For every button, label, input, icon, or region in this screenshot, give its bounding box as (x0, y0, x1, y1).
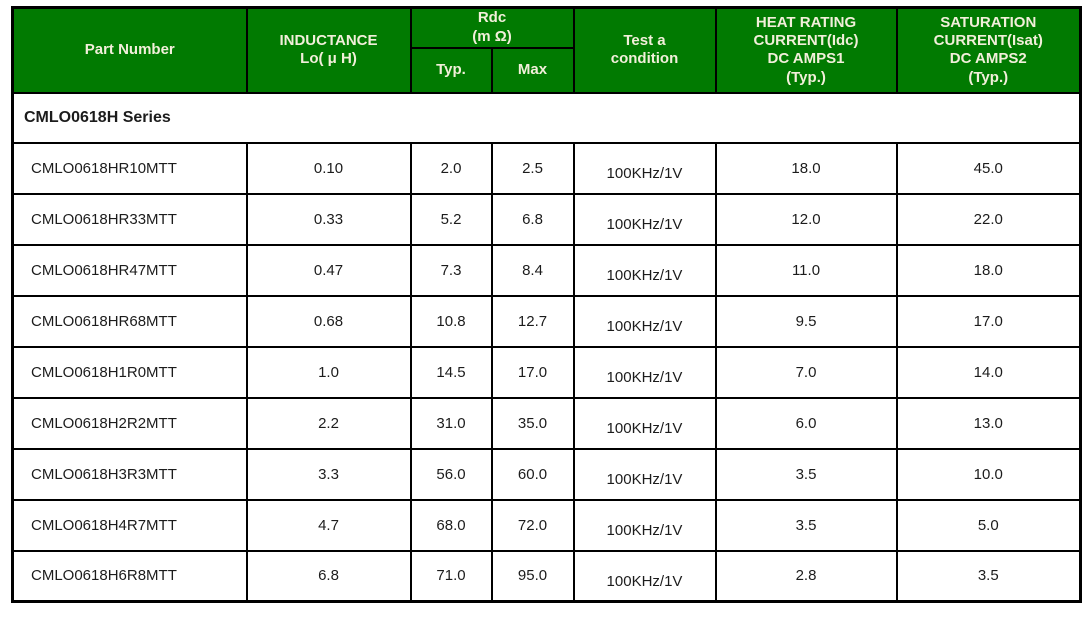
inductance-cell: 3.3 (245, 447, 412, 501)
table-row: CMLO0618H4R7MTT 4.7 68.0 72.0 100KHz/1V … (11, 498, 1082, 552)
test-condition-cell: 100KHz/1V (572, 447, 717, 501)
inductance-cell: 4.7 (245, 498, 412, 552)
inductance-cell: 0.10 (245, 141, 412, 195)
heat-rating-cell: 12.0 (714, 192, 898, 246)
col-header-part-number: Part Number (11, 6, 248, 94)
saturation-cell: 22.0 (895, 192, 1082, 246)
col-header-saturation-current: SATURATION CURRENT(Isat) DC AMPS2 (Typ.) (895, 6, 1082, 94)
saturation-cell: 5.0 (895, 498, 1082, 552)
part-number-cell: CMLO0618H6R8MTT (11, 549, 248, 603)
heat-rating-cell: 9.5 (714, 294, 898, 348)
col-header-rdc-group: Rdc (m Ω) (409, 6, 575, 49)
test-condition-cell: 100KHz/1V (572, 549, 717, 603)
col-header-rdc-typ: Typ. (409, 46, 493, 94)
part-number-cell: CMLO0618H3R3MTT (11, 447, 248, 501)
rdc-typ-cell: 14.5 (409, 345, 493, 399)
part-number-cell: CMLO0618HR47MTT (11, 243, 248, 297)
inductance-cell: 0.68 (245, 294, 412, 348)
saturation-cell: 14.0 (895, 345, 1082, 399)
saturation-cell: 3.5 (895, 549, 1082, 603)
test-condition-cell: 100KHz/1V (572, 294, 717, 348)
col-header-inductance: INDUCTANCE Lo( μ H) (245, 6, 412, 94)
test-condition-cell: 100KHz/1V (572, 498, 717, 552)
test-condition-cell: 100KHz/1V (572, 243, 717, 297)
table-row: CMLO0618HR10MTT 0.10 2.0 2.5 100KHz/1V 1… (11, 141, 1082, 195)
saturation-cell: 45.0 (895, 141, 1082, 195)
rdc-max-cell: 72.0 (490, 498, 575, 552)
saturation-cell: 17.0 (895, 294, 1082, 348)
heat-rating-cell: 2.8 (714, 549, 898, 603)
rdc-max-cell: 12.7 (490, 294, 575, 348)
part-number-cell: CMLO0618HR68MTT (11, 294, 248, 348)
part-number-cell: CMLO0618H2R2MTT (11, 396, 248, 450)
rdc-max-cell: 35.0 (490, 396, 575, 450)
rdc-typ-cell: 7.3 (409, 243, 493, 297)
rdc-max-cell: 17.0 (490, 345, 575, 399)
col-header-rdc-max: Max (490, 46, 575, 94)
rdc-typ-cell: 56.0 (409, 447, 493, 501)
saturation-cell: 10.0 (895, 447, 1082, 501)
table-row: CMLO0618HR47MTT 0.47 7.3 8.4 100KHz/1V 1… (11, 243, 1082, 297)
table-row: CMLO0618HR68MTT 0.68 10.8 12.7 100KHz/1V… (11, 294, 1082, 348)
spec-table: Part Number INDUCTANCE Lo( μ H) Rdc (m Ω… (11, 6, 1082, 603)
test-condition-cell: 100KHz/1V (572, 396, 717, 450)
series-header-row: CMLO0618H Series (12, 91, 1081, 144)
inductance-cell: 0.33 (245, 192, 412, 246)
heat-rating-cell: 11.0 (714, 243, 898, 297)
rdc-max-cell: 8.4 (490, 243, 575, 297)
table-row: CMLO0618HR33MTT 0.33 5.2 6.8 100KHz/1V 1… (11, 192, 1082, 246)
table-header: Part Number INDUCTANCE Lo( μ H) Rdc (m Ω… (11, 6, 1082, 94)
table-body: CMLO0618H Series CMLO0618HR10MTT 0.10 2.… (11, 91, 1082, 603)
rdc-typ-cell: 71.0 (409, 549, 493, 603)
part-number-cell: CMLO0618H1R0MTT (11, 345, 248, 399)
rdc-max-cell: 2.5 (490, 141, 575, 195)
heat-rating-cell: 6.0 (714, 396, 898, 450)
header-row-sub: Typ. Max (13, 46, 1081, 94)
rdc-typ-cell: 5.2 (409, 192, 493, 246)
heat-rating-cell: 3.5 (714, 498, 898, 552)
series-label: CMLO0618H Series (12, 91, 1081, 144)
inductance-cell: 0.47 (245, 243, 412, 297)
rdc-typ-cell: 2.0 (409, 141, 493, 195)
part-number-cell: CMLO0618HR33MTT (11, 192, 248, 246)
col-header-test-condition: Test a condition (572, 6, 717, 94)
part-number-cell: CMLO0618HR10MTT (11, 141, 248, 195)
table-row: CMLO0618H1R0MTT 1.0 14.5 17.0 100KHz/1V … (11, 345, 1082, 399)
rdc-typ-cell: 68.0 (409, 498, 493, 552)
heat-rating-cell: 3.5 (714, 447, 898, 501)
rdc-typ-cell: 31.0 (409, 396, 493, 450)
rdc-max-cell: 60.0 (490, 447, 575, 501)
saturation-cell: 18.0 (895, 243, 1082, 297)
rdc-max-cell: 6.8 (490, 192, 575, 246)
table-row: CMLO0618H6R8MTT 6.8 71.0 95.0 100KHz/1V … (11, 549, 1082, 603)
table-row: CMLO0618H3R3MTT 3.3 56.0 60.0 100KHz/1V … (11, 447, 1082, 501)
inductance-cell: 6.8 (245, 549, 412, 603)
rdc-typ-cell: 10.8 (409, 294, 493, 348)
inductance-cell: 1.0 (245, 345, 412, 399)
test-condition-cell: 100KHz/1V (572, 192, 717, 246)
rdc-max-cell: 95.0 (490, 549, 575, 603)
test-condition-cell: 100KHz/1V (572, 345, 717, 399)
part-number-cell: CMLO0618H4R7MTT (11, 498, 248, 552)
heat-rating-cell: 18.0 (714, 141, 898, 195)
test-condition-cell: 100KHz/1V (572, 141, 717, 195)
col-header-heat-rating-current: HEAT RATING CURRENT(Idc) DC AMPS1 (Typ.) (714, 6, 898, 94)
header-row-group: Part Number INDUCTANCE Lo( μ H) Rdc (m Ω… (11, 6, 1082, 94)
table-row: CMLO0618H2R2MTT 2.2 31.0 35.0 100KHz/1V … (11, 396, 1082, 450)
saturation-cell: 13.0 (895, 396, 1082, 450)
inductance-cell: 2.2 (245, 396, 412, 450)
heat-rating-cell: 7.0 (714, 345, 898, 399)
